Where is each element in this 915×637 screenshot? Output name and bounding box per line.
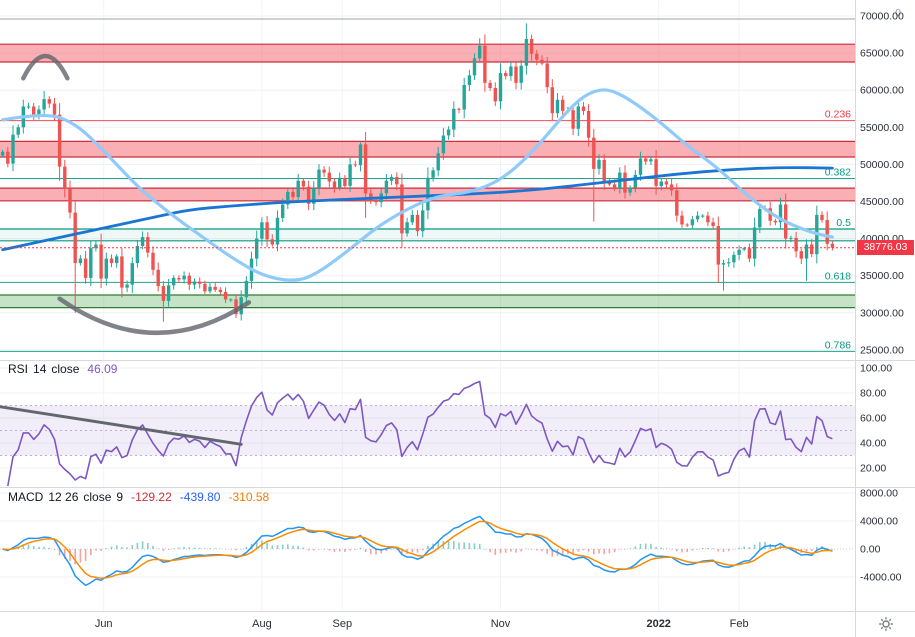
price-axis-label: 20.00 (860, 463, 886, 475)
macd-params: 12 26 (48, 490, 79, 504)
price-pane[interactable] (0, 18, 855, 352)
price-axis-label: 4000.00 (860, 516, 898, 528)
rsi-trendline-drawing[interactable] (0, 405, 243, 446)
price-axis-label: 80.00 (860, 388, 886, 400)
settings-icon[interactable] (874, 613, 898, 635)
time-axis-label: Feb (730, 618, 749, 630)
macd-pane[interactable] (1, 515, 834, 587)
price-axis-label: 65000.00 (860, 48, 904, 60)
macd-line-value: -439.80 (179, 490, 221, 504)
price-axis-label: 70000.00 (860, 11, 904, 23)
fib-level-label: 0.236 (825, 109, 851, 121)
resistance-zone-1[interactable] (0, 43, 855, 63)
macd-line[interactable] (2, 515, 833, 587)
macd-indicator-label[interactable]: MACD 12 26 close 9 -129.22 -439.80 -310.58 (8, 490, 274, 504)
macd-histogram (1, 540, 834, 565)
fib-level-label: 0.5 (836, 217, 851, 229)
fib-labels: 0 0.236 0.382 0.5 0.618 0.786 (825, 7, 901, 351)
price-axis-label: 55000.00 (860, 122, 904, 134)
arc-drawing[interactable] (57, 296, 252, 336)
time-axis-label: Aug (252, 618, 272, 630)
gear-icon (879, 617, 893, 631)
price-axis-label: 0.00 (860, 544, 881, 556)
fib-level-label: 0.786 (825, 339, 851, 351)
price-axis-label: -4000.00 (860, 572, 902, 584)
price-axis-label: 30000.00 (860, 307, 904, 319)
time-axis-label: Nov (491, 618, 511, 630)
price-axis-label: 40.00 (860, 438, 886, 450)
rsi-title: RSI (8, 362, 29, 376)
arc-drawing[interactable] (21, 54, 70, 81)
rsi-period: 14 (33, 362, 47, 376)
fib-level-label: 0 (895, 7, 901, 19)
price-axis-label: 60000.00 (860, 85, 904, 97)
minor-support-zone[interactable] (0, 228, 855, 242)
fib-level-label: 0.618 (825, 270, 851, 282)
support-zone[interactable] (0, 294, 855, 309)
ma-50-line[interactable] (1, 88, 834, 282)
price-axis-label: 60.00 (860, 413, 886, 425)
time-axis-label: 2022 (646, 618, 670, 630)
price-axis-label: 35000.00 (860, 270, 904, 282)
rsi-value: 46.09 (87, 362, 118, 376)
rsi-source: close (51, 362, 80, 376)
gridlines (0, 0, 855, 611)
price-axis-label: 25000.00 (860, 344, 904, 356)
macd-signal-value: -310.58 (228, 490, 270, 504)
time-axis-label: Sep (333, 618, 353, 630)
macd-signal-param: 9 (116, 490, 124, 504)
rsi-band (0, 405, 855, 456)
price-axis-label: 50000.00 (860, 159, 904, 171)
macd-hist-value: -129.22 (131, 490, 172, 504)
rsi-pane[interactable] (0, 380, 855, 487)
price-axis-label: 100.00 (860, 363, 892, 375)
ma-200-line[interactable] (1, 166, 834, 252)
macd-signal-line[interactable] (2, 520, 833, 580)
fib-level-label: 0.382 (825, 167, 851, 179)
resistance-zone-2[interactable] (0, 140, 855, 158)
price-axis-label: 45000.00 (860, 196, 904, 208)
price-axis[interactable]: 70000.00 65000.00 60000.00 55000.00 50000.00… (860, 11, 904, 584)
time-axis-label: Jun (95, 618, 113, 630)
last-price-label: 38776.03 (857, 240, 914, 255)
time-axis[interactable]: Jun Aug Sep Nov 2022 Feb (95, 618, 749, 630)
rsi-indicator-label[interactable]: RSI 14 close 46.09 (8, 362, 122, 376)
price-axis-label: 8000.00 (860, 488, 898, 500)
macd-title: MACD (8, 490, 44, 504)
macd-source: close (83, 490, 112, 504)
